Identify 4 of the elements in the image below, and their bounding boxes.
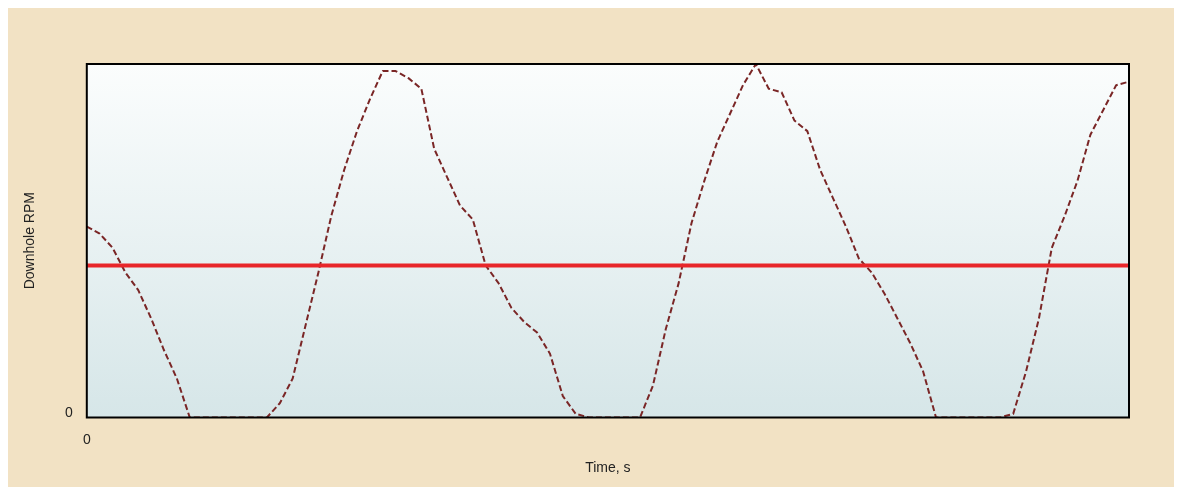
y-axis-title: Downhole RPM — [21, 192, 38, 290]
text: 0 — [65, 404, 73, 421]
x-axis-title: Time, s — [585, 459, 631, 476]
text: 0 — [82, 431, 91, 448]
